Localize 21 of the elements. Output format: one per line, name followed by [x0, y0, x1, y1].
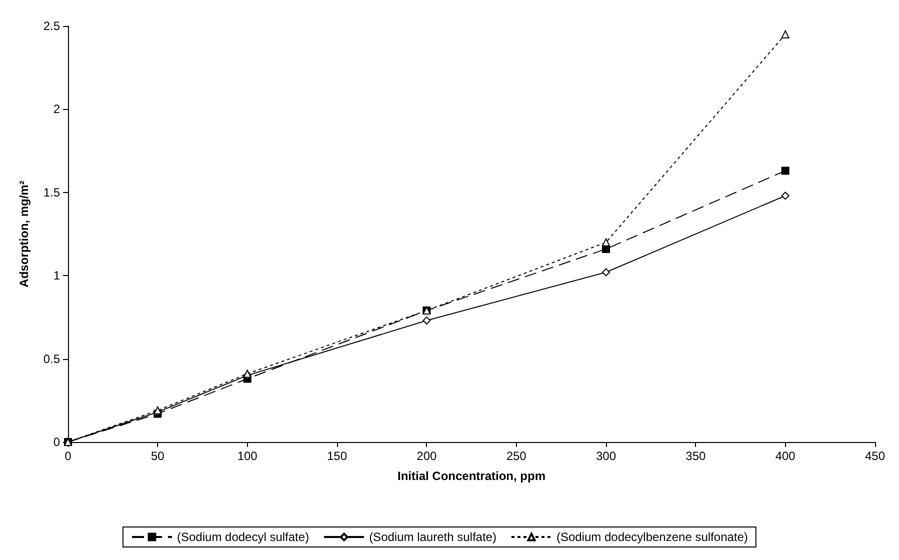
y-tick-label: 1 — [53, 268, 60, 283]
y-tick-label: 0.5 — [43, 352, 60, 366]
y-axis-title: Adsorption, mg/m² — [17, 180, 31, 288]
y-tick-label: 2 — [53, 102, 60, 116]
y-tick-label: 2.5 — [43, 19, 60, 33]
x-tick-label: 150 — [326, 449, 348, 463]
x-tick-label: 50 — [150, 449, 165, 463]
x-tick-label: 300 — [596, 449, 616, 463]
x-tick-label: 200 — [416, 449, 437, 463]
x-tick-label: 0 — [64, 449, 72, 463]
x-tick-label: 450 — [864, 449, 886, 463]
legend-label: (Sodium laureth sulfate) — [369, 530, 496, 544]
legend-label: (Sodium dodecylbenzene sulfonate) — [556, 530, 748, 544]
x-tick-label: 350 — [686, 449, 706, 463]
x-tick-label: 400 — [775, 449, 796, 463]
x-axis-title: Initial Concentration, ppm — [397, 469, 546, 483]
y-tick-label: 1.5 — [43, 185, 60, 200]
y-tick-label: 0 — [53, 435, 60, 449]
x-tick-label: 250 — [506, 449, 527, 463]
x-tick-label: 100 — [237, 449, 258, 463]
legend-label: (Sodium dodecyl sulfate) — [177, 530, 310, 544]
